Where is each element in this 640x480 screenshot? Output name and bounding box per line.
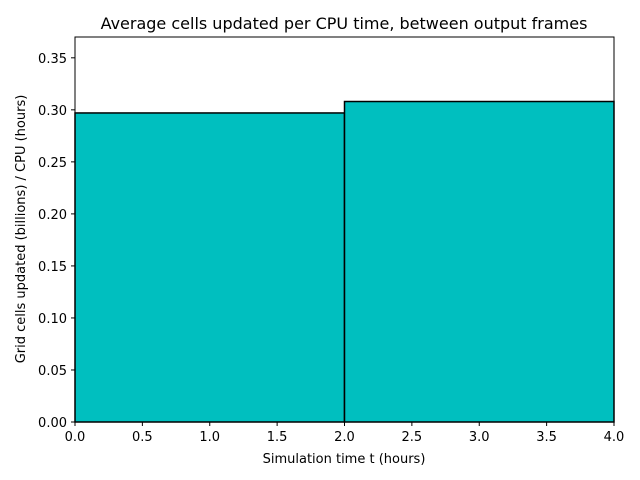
x-tick-label-7: 3.5: [536, 430, 557, 445]
x-tick-label-3: 1.5: [267, 430, 288, 445]
x-tick-label-5: 2.5: [402, 430, 423, 445]
bar-1: [74, 112, 346, 423]
x-tick-label-6: 3.0: [469, 430, 490, 445]
x-axis-label: Simulation time t (hours): [263, 452, 426, 467]
plot-frame: [74, 36, 615, 423]
x-tick-label-4: 2.0: [334, 430, 355, 445]
x-tick-label-0: 0.0: [65, 430, 86, 445]
y-tick-label-2: 0.10: [38, 312, 67, 327]
x-tick-label-8: 4.0: [604, 430, 625, 445]
chart-title: Average cells updated per CPU time, betw…: [101, 14, 588, 33]
y-tick-label-4: 0.20: [38, 208, 67, 223]
x-tick-label-2: 1.0: [199, 430, 220, 445]
y-tick-label-6: 0.30: [38, 104, 67, 119]
y-tick-label-0: 0.00: [38, 416, 67, 431]
x-ticks-group: 0.0 0.5 1.0 1.5 2.0 2.5 3.0 3.5 4.0: [65, 422, 625, 445]
bars-group: [74, 100, 615, 423]
y-tick-label-7: 0.35: [38, 52, 67, 67]
y-tick-label-3: 0.15: [38, 260, 67, 275]
y-tick-label-5: 0.25: [38, 156, 67, 171]
y-ticks-group: 0.00 0.05 0.10 0.15 0.20 0.25 0.30 0.35: [38, 52, 75, 431]
bar-2: [343, 100, 615, 423]
x-tick-label-1: 0.5: [132, 430, 153, 445]
y-axis-label: Grid cells updated (billions) / CPU (hou…: [14, 95, 29, 364]
y-tick-label-1: 0.05: [38, 364, 67, 379]
